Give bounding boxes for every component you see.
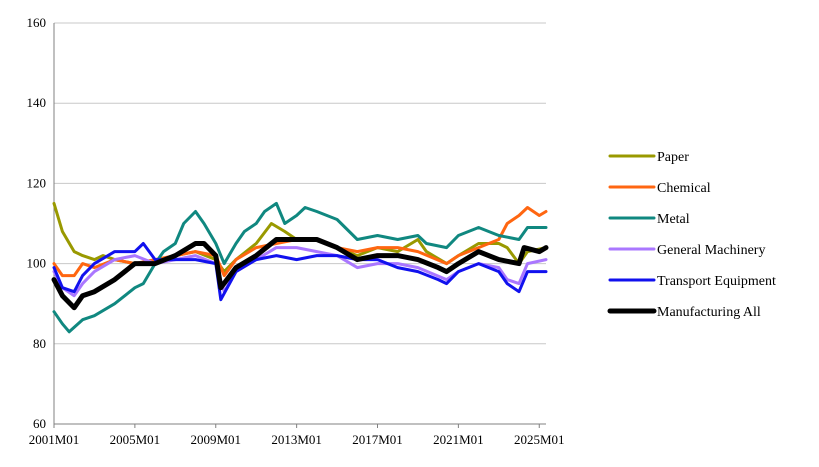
legend-label-4: Transport Equipment (657, 274, 776, 289)
axes: 60 80 100 120 140 160 2001M01 2005M01 2009M01 201… (27, 15, 565, 447)
legend-label-1: Chemical (657, 181, 711, 196)
x-tick-label: 2001M01 (29, 432, 80, 447)
y-tick-label: 160 (27, 15, 47, 30)
legend-label-0: Paper (657, 150, 689, 165)
legend-label-5: Manufacturing All (657, 305, 761, 320)
legend-label-3: General Machinery (657, 243, 765, 258)
series-line-5 (51, 237, 549, 311)
x-tick-label: 2021M01 (433, 432, 484, 447)
series-lines (51, 201, 549, 334)
y-tick-label: 120 (27, 175, 47, 190)
legend: Paper Chemical Metal General Machinery Trans… (607, 150, 776, 320)
legend-label-2: Metal (657, 212, 690, 227)
series-line-2 (52, 201, 548, 334)
x-tick-label: 2013M01 (271, 432, 322, 447)
x-tick-label: 2025M01 (514, 432, 565, 447)
series-line-4 (52, 242, 548, 302)
y-tick-label: 60 (33, 416, 46, 431)
y-tick-label: 80 (33, 336, 46, 351)
x-tick-label: 2017M01 (352, 432, 403, 447)
y-tick-label: 140 (27, 95, 47, 110)
x-tick-label: 2009M01 (190, 432, 241, 447)
x-tick-label: 2005M01 (110, 432, 161, 447)
gridlines (54, 22, 546, 345)
y-tick-label: 100 (27, 256, 47, 271)
